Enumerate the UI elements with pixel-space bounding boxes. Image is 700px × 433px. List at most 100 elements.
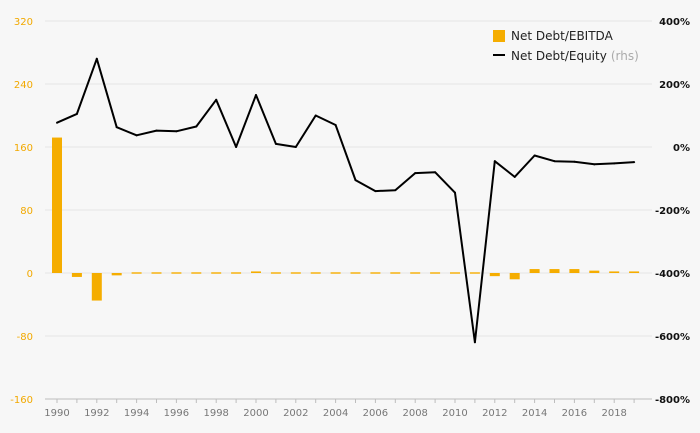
bar-2009 xyxy=(430,272,441,274)
line-point-1991 xyxy=(75,112,78,115)
line-point-2013 xyxy=(513,175,516,178)
line-point-1993 xyxy=(115,126,118,129)
line-point-2009 xyxy=(434,171,437,174)
bar-2003 xyxy=(310,272,321,274)
bar-1993 xyxy=(111,273,122,276)
line-point-2016 xyxy=(573,160,576,163)
line-point-2011 xyxy=(473,341,476,344)
bar-1996 xyxy=(171,272,182,274)
line-point-2018 xyxy=(613,162,616,165)
bar-2002 xyxy=(290,272,301,274)
x-tick-label: 2012 xyxy=(482,408,507,419)
bar-1995 xyxy=(151,272,162,274)
line-point-1992 xyxy=(95,57,98,60)
bar-2004 xyxy=(330,272,341,274)
x-tick-label: 2004 xyxy=(323,408,348,419)
bar-2012 xyxy=(489,273,500,277)
x-tick-label: 2008 xyxy=(402,408,427,419)
x-tick-label: 2016 xyxy=(562,408,587,419)
left-tick-label: 160 xyxy=(14,143,33,154)
line-point-1994 xyxy=(135,134,138,137)
x-tick-label: 1990 xyxy=(44,408,69,419)
line-point-2010 xyxy=(454,191,456,194)
legend-rhs-note: (rhs) xyxy=(611,49,639,63)
line-point-1995 xyxy=(155,129,158,132)
line-series-net-debt-equity xyxy=(56,57,636,344)
left-tick-label: -160 xyxy=(10,395,33,406)
right-tick-label: 0% xyxy=(673,143,690,154)
bar-2008 xyxy=(410,272,421,274)
x-tick-label: 2014 xyxy=(522,408,547,419)
x-tick-label: 1996 xyxy=(164,408,189,419)
bar-2018 xyxy=(609,271,620,273)
line-point-1998 xyxy=(215,98,218,101)
left-axis-ticks: 320 240 160 80 0 -80 -160 xyxy=(10,17,33,406)
right-tick-label: -400% xyxy=(655,269,690,280)
line-point-2012 xyxy=(493,160,496,163)
line-point-1999 xyxy=(235,146,238,148)
bar-1998 xyxy=(211,272,222,274)
bar-2015 xyxy=(549,269,560,273)
x-tick-label: 2010 xyxy=(442,408,467,419)
bar-2014 xyxy=(529,269,540,273)
bar-2013 xyxy=(509,273,520,280)
bar-series-net-debt-ebitda xyxy=(52,137,640,301)
x-tick-label: 2018 xyxy=(601,408,626,419)
right-tick-label: 400% xyxy=(659,17,690,28)
bar-1999 xyxy=(231,272,242,274)
bar-2016 xyxy=(569,269,580,273)
x-tick-label: 1994 xyxy=(124,408,149,419)
line-point-2000 xyxy=(255,94,257,97)
right-tick-label: 200% xyxy=(659,80,690,91)
bar-2017 xyxy=(589,270,600,273)
line-point-2017 xyxy=(593,163,596,166)
bar-1991 xyxy=(71,273,82,277)
line-point-2004 xyxy=(334,123,337,126)
bar-2006 xyxy=(370,272,381,274)
bar-2007 xyxy=(390,272,401,274)
legend-swatch-net-debt-ebitda xyxy=(493,30,505,42)
bar-2005 xyxy=(350,272,361,274)
left-tick-label: 80 xyxy=(20,206,33,217)
line-point-2005 xyxy=(354,179,357,182)
line-point-1996 xyxy=(175,130,178,133)
legend-label-net-debt-equity: Net Debt/Equity (rhs) xyxy=(511,49,639,63)
bar-1994 xyxy=(131,272,142,274)
x-tick-label: 1998 xyxy=(203,408,228,419)
line-point-2003 xyxy=(314,114,317,117)
x-tick-label: 2006 xyxy=(363,408,388,419)
right-tick-label: -600% xyxy=(655,332,690,343)
x-tick-label: 2000 xyxy=(243,408,268,419)
legend-label-net-debt-ebitda: Net Debt/EBITDA xyxy=(511,29,614,43)
bar-2010 xyxy=(450,272,460,274)
bar-1992 xyxy=(91,273,102,301)
right-tick-label: -200% xyxy=(655,206,690,217)
bar-1990 xyxy=(52,137,62,273)
left-tick-label: 320 xyxy=(14,17,33,28)
line-point-2001 xyxy=(274,142,277,145)
line-point-1997 xyxy=(195,125,198,128)
line-point-2006 xyxy=(374,190,377,193)
bar-2000 xyxy=(251,271,261,273)
legend-label-net-debt-equity-text: Net Debt/Equity xyxy=(511,49,607,63)
line-point-2014 xyxy=(533,154,536,157)
gridlines xyxy=(45,20,652,337)
line-point-2007 xyxy=(394,189,397,192)
x-tick-label: 2002 xyxy=(283,408,308,419)
x-tick-label: 1992 xyxy=(84,408,109,419)
line-point-2002 xyxy=(294,146,297,148)
line-net-debt-equity xyxy=(56,57,635,344)
right-tick-label: -800% xyxy=(655,395,690,406)
bar-2001 xyxy=(270,272,281,274)
line-point-2019 xyxy=(633,161,636,164)
bar-1997 xyxy=(191,272,202,274)
left-tick-label: 0 xyxy=(27,269,33,280)
line-point-2008 xyxy=(414,172,417,175)
right-axis-ticks: 400% 200% 0% -200% -400% -600% -800% xyxy=(655,17,690,406)
line-point-1990 xyxy=(56,121,58,124)
left-tick-label: -80 xyxy=(17,332,33,343)
legend: Net Debt/EBITDA Net Debt/Equity (rhs) xyxy=(493,29,639,63)
bar-2019 xyxy=(629,271,640,273)
x-axis-ticks: 1990 1992 1994 1996 1998 2000 2002 2004 2006 2008… xyxy=(44,399,635,419)
